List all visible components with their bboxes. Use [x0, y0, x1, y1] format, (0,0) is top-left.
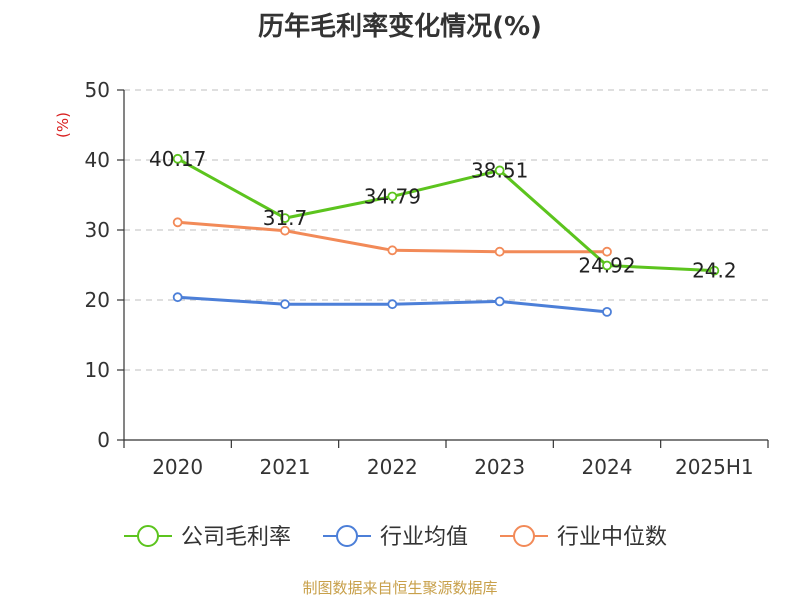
x-tick-label: 2021	[260, 455, 311, 479]
x-tick-label: 2024	[582, 455, 633, 479]
data-point	[602, 246, 612, 257]
data-point	[494, 165, 505, 176]
y-tick-label: 20	[85, 288, 110, 312]
legend-marker	[513, 525, 535, 547]
legend-marker	[336, 525, 358, 547]
data-point	[602, 306, 612, 317]
x-tick-label: 2022	[367, 455, 418, 479]
data-label: 40.17	[149, 147, 206, 171]
legend-item: 公司毛利率	[124, 525, 291, 550]
data-point	[172, 292, 183, 303]
y-tick-label: 30	[85, 218, 110, 242]
data-point	[709, 265, 720, 276]
y-tick-label: 50	[85, 78, 110, 102]
legend-label: 公司毛利率	[181, 525, 291, 550]
data-point	[387, 245, 398, 256]
data-point	[280, 225, 290, 236]
chart-title: 历年毛利率变化情况(%)	[258, 12, 542, 42]
data-point	[280, 213, 290, 224]
source-note: 制图数据来自恒生聚源数据库	[302, 579, 498, 597]
data-label: 24.92	[578, 254, 635, 278]
data-point	[387, 299, 398, 310]
y-tick-label: 10	[85, 358, 110, 382]
data-label: 34.79	[364, 184, 421, 208]
data-label: 24.2	[692, 259, 737, 283]
y-tick-label: 40	[85, 148, 110, 172]
data-point	[172, 153, 183, 164]
legend-marker	[137, 525, 159, 547]
y-tick-label: 0	[97, 428, 110, 452]
x-tick-label: 2025H1	[675, 455, 754, 479]
data-point	[602, 260, 612, 271]
data-label: 38.51	[471, 158, 528, 182]
legend-label: 行业均值	[380, 525, 468, 550]
data-point	[280, 299, 290, 310]
x-tick-label: 2023	[474, 455, 525, 479]
legend-item: 行业均值	[323, 525, 468, 550]
data-point	[387, 191, 398, 202]
x-tick-label: 2020	[152, 455, 203, 479]
y-axis-label: (%)	[54, 112, 72, 138]
legend-label: 行业中位数	[557, 525, 667, 550]
legend-item: 行业中位数	[500, 525, 667, 550]
data-point	[172, 217, 183, 228]
data-label: 31.7	[263, 206, 308, 230]
series-line	[176, 157, 715, 273]
data-point	[494, 296, 505, 307]
data-point	[494, 246, 505, 257]
